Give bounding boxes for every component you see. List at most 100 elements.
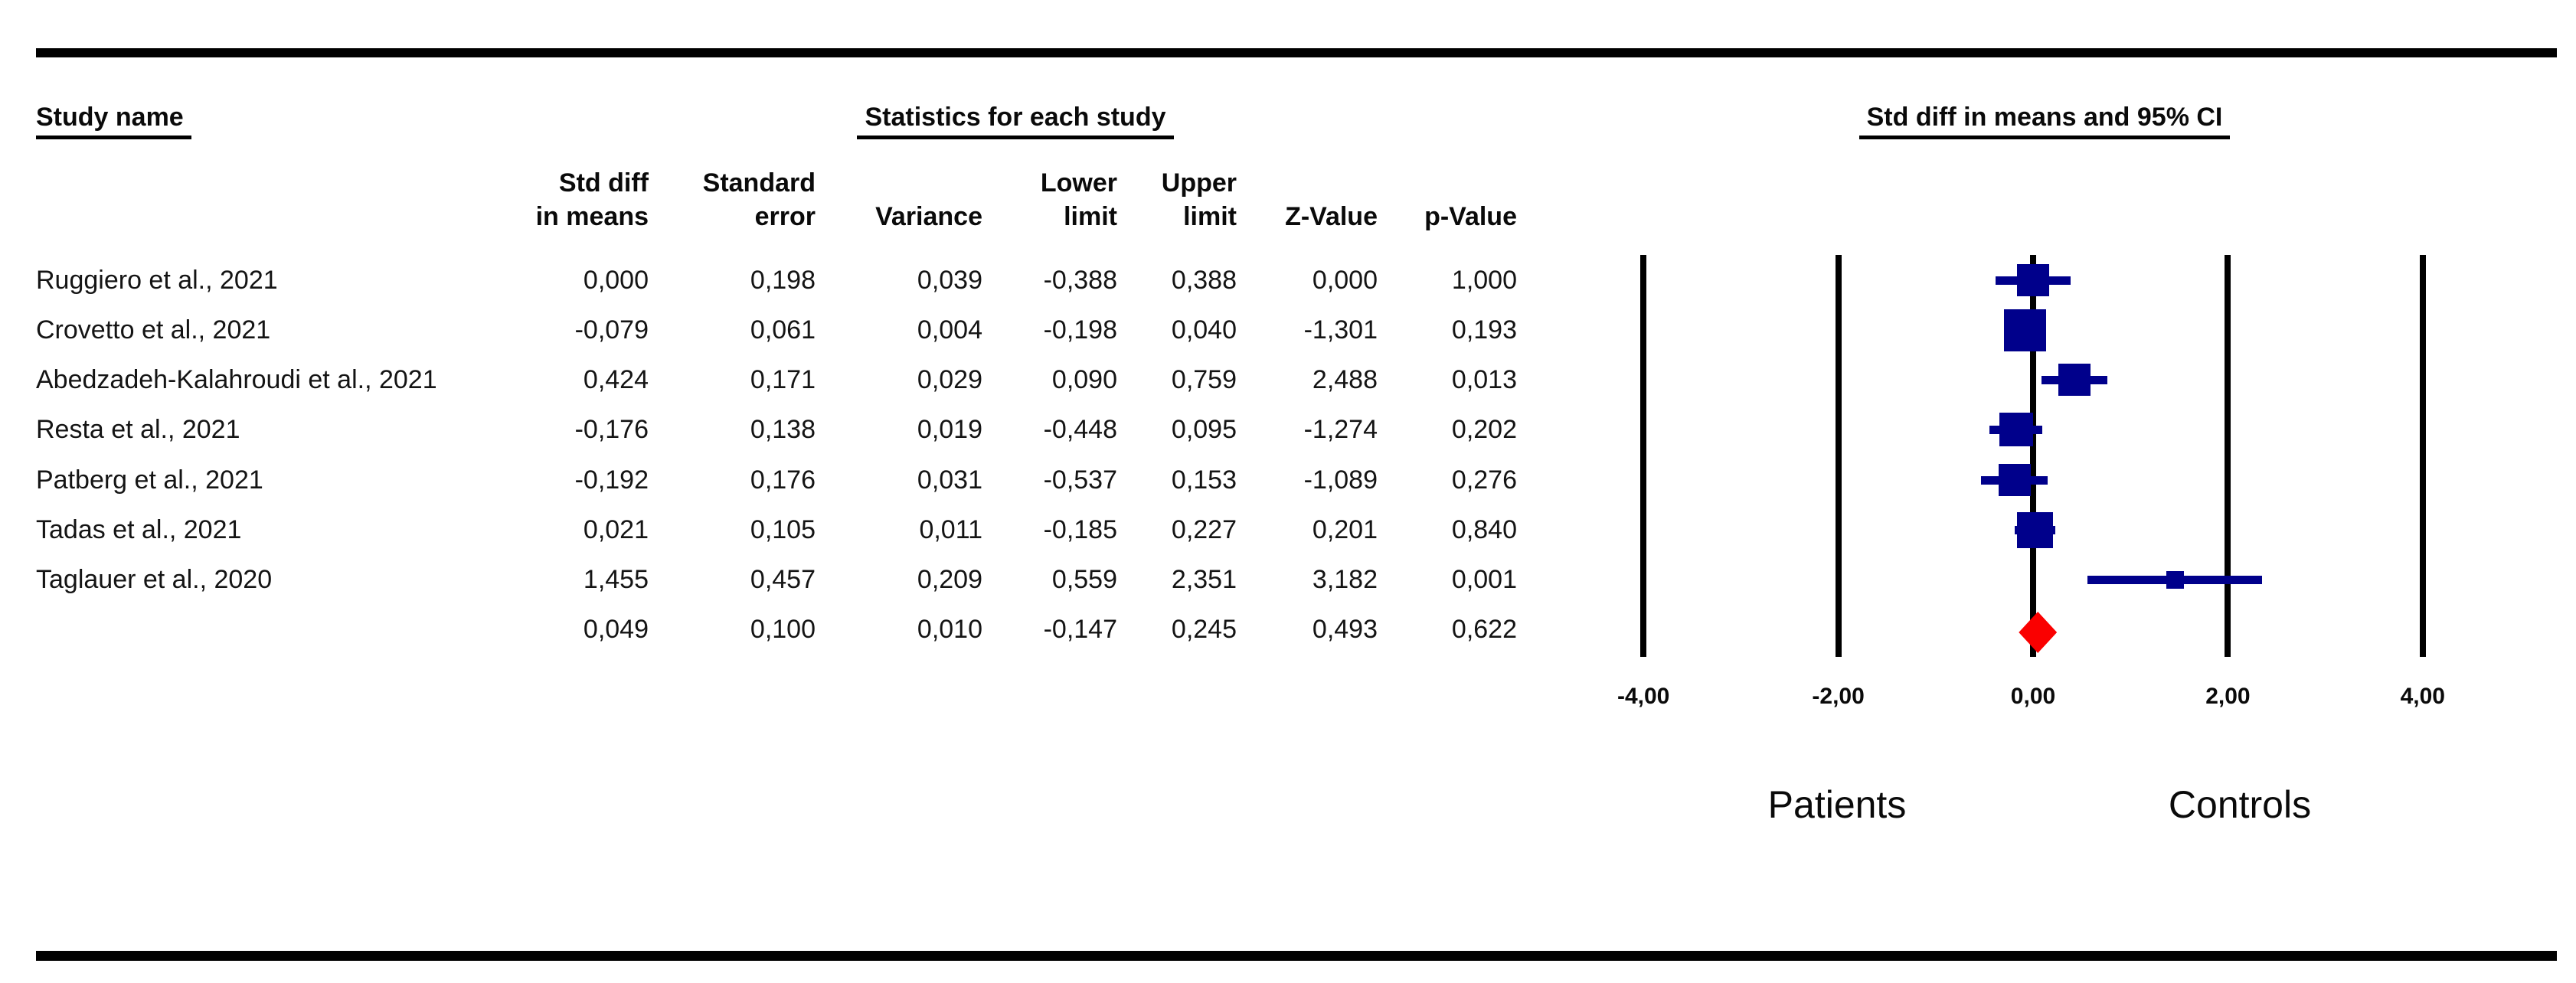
- stat-cell-std_err: 0,457: [750, 565, 816, 594]
- group-label-patients: Patients: [1767, 783, 1907, 826]
- stat-cell-upper: 2,351: [1171, 565, 1237, 594]
- study-marker-square: [1999, 413, 2033, 446]
- stat-cell-std_err: 0,138: [750, 415, 816, 444]
- stat-cell-std_err: 0,176: [750, 465, 816, 495]
- stat-cell-z: -1,274: [1303, 415, 1378, 444]
- stat-cell-upper: 0,040: [1171, 315, 1237, 345]
- column-header-line: limit: [1064, 202, 1117, 231]
- stat-cell-lower: -0,185: [1043, 515, 1117, 544]
- axis-gridline: [1640, 255, 1647, 657]
- stat-cell-upper: 0,759: [1171, 365, 1237, 394]
- study-name-cell: Abedzadeh-Kalahroudi et al., 2021: [36, 365, 437, 394]
- study-name-cell: Resta et al., 2021: [36, 415, 240, 444]
- stat-cell-z: -1,089: [1303, 465, 1378, 495]
- stat-cell-lower: -0,147: [1043, 615, 1117, 644]
- stat-cell-p: 0,840: [1451, 515, 1517, 544]
- stat-cell-lower: -0,198: [1043, 315, 1117, 345]
- ci-header: Std diff in means and 95% CI: [1738, 103, 2351, 139]
- axis-tick-label: 0,00: [2010, 684, 2056, 709]
- column-header-line: error: [754, 202, 816, 231]
- stat-cell-p: 0,276: [1451, 465, 1517, 495]
- stat-cell-upper: 0,227: [1171, 515, 1237, 544]
- stat-cell-variance: 0,029: [917, 365, 982, 394]
- column-header-line: Z-Value: [1285, 202, 1378, 231]
- stat-cell-variance: 0,209: [917, 565, 982, 594]
- stat-cell-z: 3,182: [1312, 565, 1378, 594]
- column-header-line: Standard: [702, 168, 816, 198]
- stat-cell-std_diff: 0,049: [583, 615, 649, 644]
- study-marker-square: [2017, 511, 2054, 548]
- statistics-header-text: Statistics for each study: [857, 103, 1174, 139]
- study-name-cell: Ruggiero et al., 2021: [36, 266, 278, 295]
- stat-cell-lower: -0,448: [1043, 415, 1117, 444]
- column-header-line: p-Value: [1424, 202, 1517, 231]
- stat-cell-std_diff: -0,079: [574, 315, 649, 345]
- column-header-line: in means: [535, 202, 649, 231]
- axis-gridline: [2419, 255, 2426, 657]
- study-marker-square: [1998, 464, 2031, 496]
- study-name-cell: Crovetto et al., 2021: [36, 315, 271, 345]
- axis-gridline: [2225, 255, 2231, 657]
- stat-cell-z: 0,000: [1312, 266, 1378, 295]
- axis-tick-label: 2,00: [2205, 684, 2251, 709]
- group-label-controls: Controls: [2168, 783, 2312, 826]
- stat-cell-std_err: 0,171: [750, 365, 816, 394]
- stat-cell-lower: 0,090: [1051, 365, 1117, 394]
- stat-cell-z: 0,493: [1312, 615, 1378, 644]
- ci-header-text: Std diff in means and 95% CI: [1858, 103, 2231, 139]
- stat-cell-z: 0,201: [1312, 515, 1378, 544]
- study-marker-square: [2004, 309, 2047, 351]
- column-header-line: Std diff: [558, 168, 649, 198]
- stat-cell-lower: 0,559: [1051, 565, 1117, 594]
- stat-cell-std_err: 0,105: [750, 515, 816, 544]
- stat-cell-variance: 0,011: [919, 515, 982, 544]
- axis-gridline: [1835, 255, 1842, 657]
- stat-cell-upper: 0,388: [1171, 266, 1237, 295]
- bottom-rule: [36, 951, 2557, 961]
- column-header-line: limit: [1183, 202, 1237, 231]
- stat-cell-variance: 0,039: [917, 266, 982, 295]
- stat-cell-upper: 0,095: [1171, 415, 1237, 444]
- stat-cell-std_diff: 0,424: [583, 365, 649, 394]
- statistics-header: Statistics for each study: [709, 103, 1322, 139]
- stat-cell-std_diff: -0,176: [574, 415, 649, 444]
- study-name-cell: Patberg et al., 2021: [36, 465, 263, 495]
- stat-cell-std_diff: 0,021: [583, 515, 649, 544]
- stat-cell-p: 1,000: [1451, 266, 1517, 295]
- axis-tick-label: 4,00: [2400, 684, 2445, 709]
- stat-cell-lower: -0,537: [1043, 465, 1117, 495]
- stat-cell-p: 0,001: [1451, 565, 1517, 594]
- study-name-header: Study name: [36, 103, 191, 139]
- top-rule: [36, 48, 2557, 57]
- stat-cell-variance: 0,010: [917, 615, 982, 644]
- stat-cell-variance: 0,019: [917, 415, 982, 444]
- stat-cell-p: 0,193: [1451, 315, 1517, 345]
- axis-gridline: [2030, 255, 2036, 657]
- stat-cell-z: -1,301: [1303, 315, 1378, 345]
- axis-tick-label: -2,00: [1812, 684, 1865, 709]
- column-header-line: Upper: [1161, 168, 1237, 198]
- study-marker-square: [2166, 570, 2184, 589]
- column-header-line: Lower: [1040, 168, 1117, 198]
- study-marker-square: [2017, 264, 2049, 296]
- study-name-cell: Tadas et al., 2021: [36, 515, 242, 544]
- study-name-cell: Taglauer et al., 2020: [36, 565, 273, 594]
- stat-cell-std_err: 0,100: [750, 615, 816, 644]
- study-name-header-text: Study name: [36, 103, 191, 139]
- stat-cell-std_err: 0,061: [750, 315, 816, 345]
- stat-cell-std_diff: -0,192: [574, 465, 649, 495]
- overall-diamond: [2019, 612, 2058, 653]
- stat-cell-variance: 0,004: [917, 315, 982, 345]
- stat-cell-std_diff: 0,000: [583, 266, 649, 295]
- study-marker-square: [2058, 364, 2091, 396]
- stat-cell-upper: 0,245: [1171, 615, 1237, 644]
- stat-cell-variance: 0,031: [917, 465, 982, 495]
- stat-cell-std_err: 0,198: [750, 266, 816, 295]
- stat-cell-std_diff: 1,455: [583, 565, 649, 594]
- stat-cell-p: 0,013: [1451, 365, 1517, 394]
- axis-tick-label: -4,00: [1617, 684, 1670, 709]
- stat-cell-p: 0,202: [1451, 415, 1517, 444]
- column-header-line: Variance: [875, 202, 982, 231]
- stat-cell-lower: -0,388: [1043, 266, 1117, 295]
